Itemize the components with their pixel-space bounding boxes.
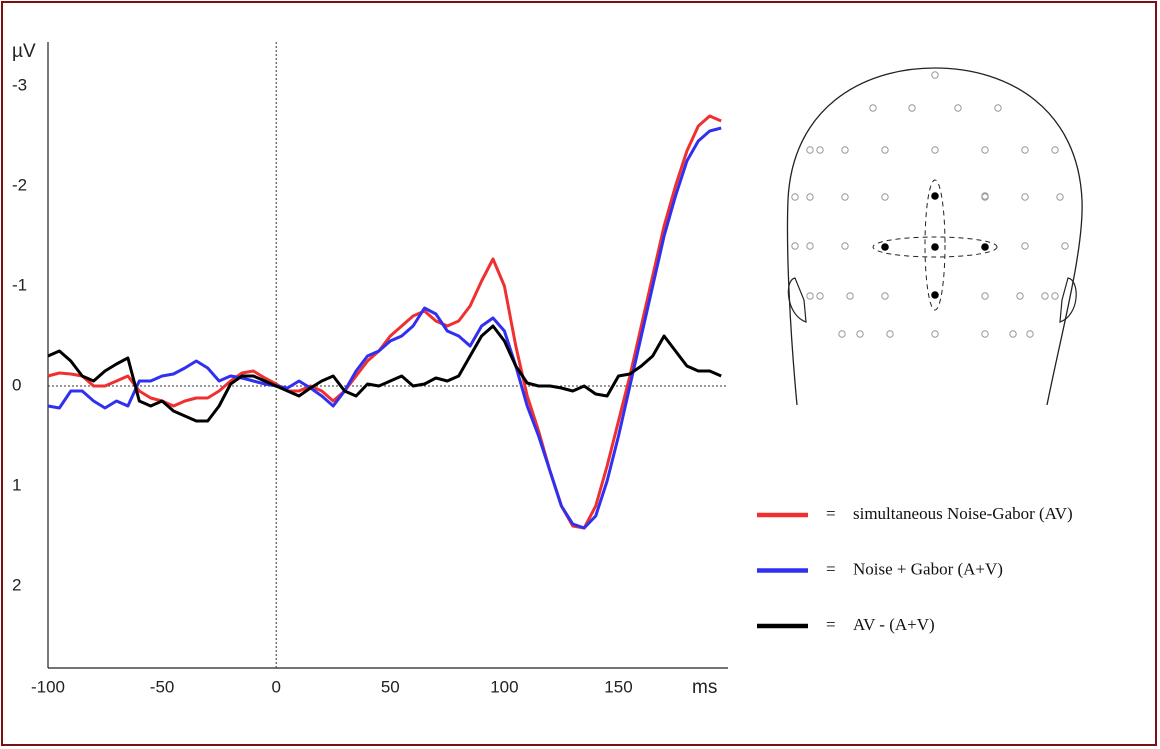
y-tick-label: 0	[12, 375, 21, 394]
y-axis-title: µV	[12, 41, 36, 62]
y-tick-label: 2	[12, 575, 21, 594]
legend-separator: =	[826, 559, 836, 578]
electrodes	[791, 71, 1069, 338]
head-map	[786, 67, 1083, 406]
roi-outline	[924, 179, 946, 311]
y-tick-label: -3	[12, 75, 27, 94]
x-axis-title: ms	[692, 677, 717, 698]
x-tick-label: 150	[604, 677, 632, 696]
x-tick-label: 100	[490, 677, 518, 696]
legend-separator: =	[826, 504, 836, 523]
legend-label: simultaneous Noise-Gabor (AV)	[853, 504, 1073, 523]
series-line	[47, 324, 722, 423]
legend-label: AV - (A+V)	[853, 615, 935, 634]
y-tick-label: -1	[12, 275, 27, 294]
x-tick-label: 50	[381, 677, 400, 696]
y-tick-label: -2	[12, 175, 27, 194]
roi-outline	[872, 236, 998, 258]
head-outline	[786, 67, 1083, 406]
roi-electrodes	[881, 192, 989, 299]
ear	[1059, 277, 1077, 323]
series-line	[47, 126, 722, 530]
x-tick-label: -50	[150, 677, 175, 696]
legend-separator: =	[826, 615, 836, 634]
y-tick-label: 1	[12, 475, 21, 494]
x-tick-label: 0	[271, 677, 280, 696]
legend-label: Noise + Gabor (A+V)	[853, 559, 1003, 578]
x-tick-label: -100	[31, 677, 65, 696]
ear	[787, 277, 807, 323]
